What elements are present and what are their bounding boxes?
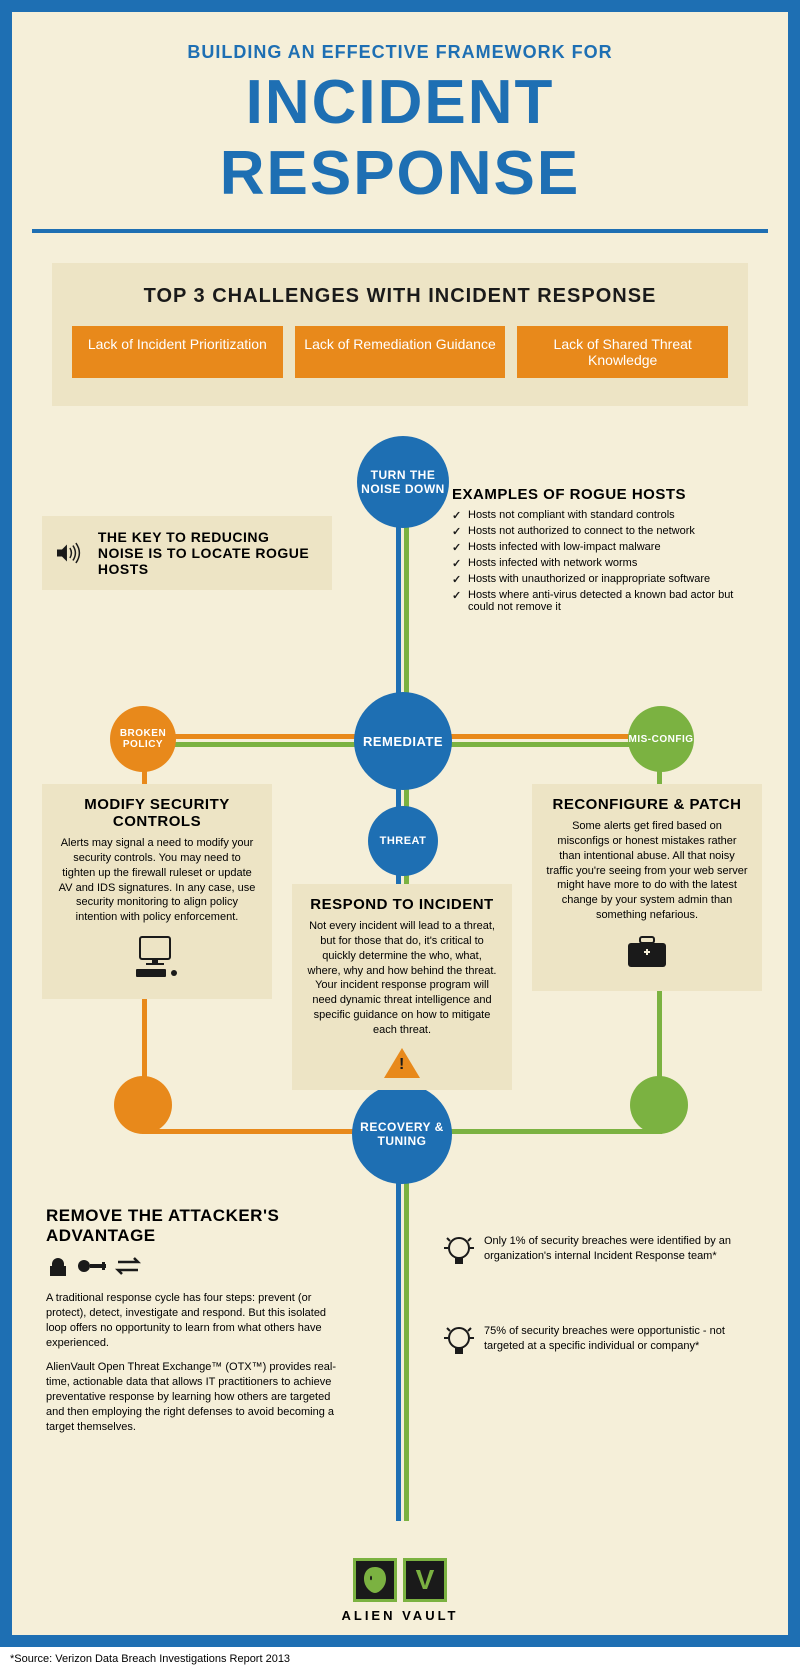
computer-icon <box>56 935 258 987</box>
infographic-container: BUILDING AN EFFECTIVE FRAMEWORK FOR INCI… <box>0 0 800 1647</box>
warning-icon <box>384 1048 420 1078</box>
respond-text: Not every incident will lead to a threat… <box>306 919 498 1038</box>
remove-text1: A traditional response cycle has four st… <box>46 1291 346 1350</box>
respond-panel: RESPOND TO INCIDENT Not every incident w… <box>292 884 512 1090</box>
node-label: TURN THE NOISE DOWN <box>357 468 449 496</box>
list-item: Hosts infected with network worms <box>452 557 762 569</box>
stat-item: Only 1% of security breaches were identi… <box>442 1234 742 1274</box>
node-broken-policy: BROKEN POLICY <box>110 706 176 772</box>
respond-title: RESPOND TO INCIDENT <box>306 896 498 913</box>
challenge-item: Lack of Remediation Guidance <box>295 326 506 378</box>
list-item: Hosts not compliant with standard contro… <box>452 509 762 521</box>
challenges-row: Lack of Incident Prioritization Lack of … <box>72 326 728 378</box>
remove-text2: AlienVault Open Threat Exchange™ (OTX™) … <box>46 1360 346 1434</box>
stat-text: Only 1% of security breaches were identi… <box>484 1234 742 1264</box>
remove-panel: REMOVE THE ATTACKER'S ADVANTAGE A tradit… <box>46 1206 346 1435</box>
list-item: Hosts with unauthorized or inappropriate… <box>452 573 762 585</box>
modify-panel: MODIFY SECURITY CONTROLS Alerts may sign… <box>42 784 272 999</box>
node-label: REMEDIATE <box>363 734 443 749</box>
header: BUILDING AN EFFECTIVE FRAMEWORK FOR INCI… <box>32 12 768 233</box>
node-label: MIS-CONFIG <box>629 734 694 745</box>
reconfig-panel: RECONFIGURE & PATCH Some alerts get fire… <box>532 784 762 991</box>
pretitle: BUILDING AN EFFECTIVE FRAMEWORK FOR <box>72 42 728 63</box>
remove-title: REMOVE THE ATTACKER'S ADVANTAGE <box>46 1206 346 1246</box>
rogue-hosts-list: Hosts not compliant with standard contro… <box>452 509 762 613</box>
speaker-icon <box>56 528 86 578</box>
reconfig-title: RECONFIGURE & PATCH <box>546 796 748 813</box>
challenge-item: Lack of Shared Threat Knowledge <box>517 326 728 378</box>
logo-text: ALIEN VAULT <box>12 1608 788 1623</box>
challenge-item: Lack of Incident Prioritization <box>72 326 283 378</box>
reconfig-text: Some alerts get fired based on misconfig… <box>546 819 748 923</box>
challenges-panel: TOP 3 CHALLENGES WITH INCIDENT RESPONSE … <box>52 263 748 406</box>
noise-key-panel: THE KEY TO REDUCING NOISE IS TO LOCATE R… <box>42 516 332 590</box>
v-icon: V <box>403 1558 447 1602</box>
list-item: Hosts where anti-virus detected a known … <box>452 589 762 613</box>
stat-text: 75% of security breaches were opportunis… <box>484 1324 742 1354</box>
briefcase-icon <box>546 933 748 979</box>
modify-title: MODIFY SECURITY CONTROLS <box>56 796 258 830</box>
node-label: THREAT <box>380 835 427 847</box>
node-turn-noise-down: TURN THE NOISE DOWN <box>357 436 449 528</box>
stat-item: 75% of security breaches were opportunis… <box>442 1324 742 1364</box>
node-misconfig: MIS-CONFIG <box>628 706 694 772</box>
node-remediate: REMEDIATE <box>354 692 452 790</box>
node-recovery: RECOVERY & TUNING <box>352 1084 452 1184</box>
footer-logo: V ALIEN VAULT <box>12 1536 788 1635</box>
modify-text: Alerts may signal a need to modify your … <box>56 836 258 925</box>
logo-badges: V <box>353 1558 447 1602</box>
rogue-hosts-panel: EXAMPLES OF ROGUE HOSTS Hosts not compli… <box>452 486 762 617</box>
node-label: BROKEN POLICY <box>110 728 176 750</box>
rogue-hosts-title: EXAMPLES OF ROGUE HOSTS <box>452 486 762 503</box>
security-icons <box>46 1252 346 1285</box>
list-item: Hosts not authorized to connect to the n… <box>452 525 762 537</box>
node-dot <box>114 1076 172 1134</box>
node-label: RECOVERY & TUNING <box>352 1120 452 1148</box>
node-threat: THREAT <box>368 806 438 876</box>
stats-panel: Only 1% of security breaches were identi… <box>442 1216 742 1382</box>
source-citation: *Source: Verizon Data Breach Investigati… <box>0 1647 800 1671</box>
flowchart: TURN THE NOISE DOWN REMEDIATE BROKEN POL… <box>32 436 768 1536</box>
lightbulb-icon <box>442 1234 476 1274</box>
alien-icon <box>353 1558 397 1602</box>
node-dot <box>630 1076 688 1134</box>
lightbulb-icon <box>442 1324 476 1364</box>
list-item: Hosts infected with low-impact malware <box>452 541 762 553</box>
challenges-title: TOP 3 CHALLENGES WITH INCIDENT RESPONSE <box>72 285 728 308</box>
noise-key-text: THE KEY TO REDUCING NOISE IS TO LOCATE R… <box>98 529 318 577</box>
main-title: INCIDENT RESPONSE <box>72 67 728 209</box>
